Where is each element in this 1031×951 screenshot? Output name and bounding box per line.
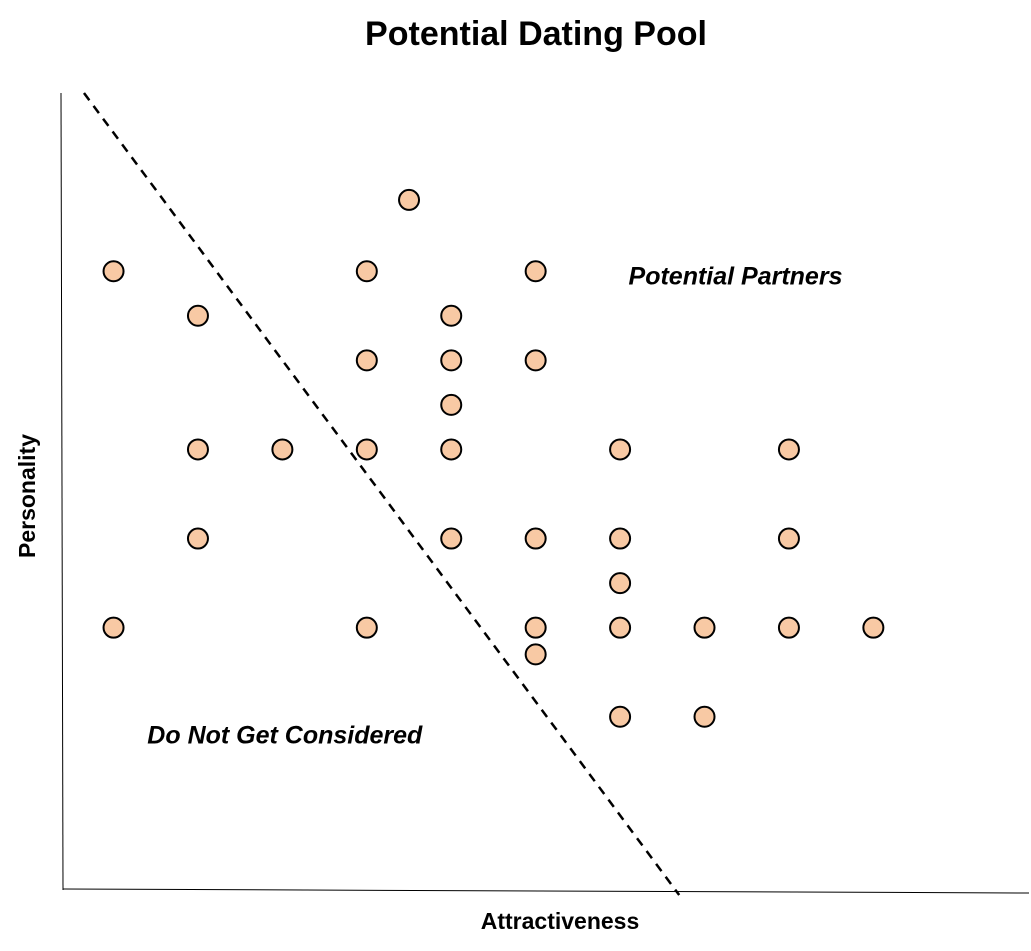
data-point-3	[355, 260, 378, 283]
y-axis-label: Personality	[14, 434, 40, 558]
data-point-31	[609, 705, 632, 728]
data-point-10	[440, 393, 463, 416]
data-point-6	[440, 304, 463, 327]
data-point-15	[609, 438, 632, 461]
data-point-1	[398, 188, 421, 211]
data-point-13	[355, 438, 378, 461]
data-point-32	[693, 705, 716, 728]
data-point-11	[186, 438, 209, 461]
data-point-23	[102, 616, 125, 639]
data-point-24	[355, 616, 378, 639]
data-point-28	[777, 616, 800, 639]
data-point-9	[524, 349, 547, 372]
data-point-30	[524, 643, 547, 666]
data-point-27	[693, 616, 716, 639]
data-point-26	[609, 616, 632, 639]
data-point-16	[777, 438, 800, 461]
data-point-5	[186, 304, 209, 327]
x-axis-line	[62, 888, 1030, 894]
divider-dashed-line	[82, 92, 681, 896]
chart-title: Potential Dating Pool	[365, 15, 707, 53]
y-axis-line	[60, 92, 64, 891]
data-points	[102, 188, 885, 728]
data-point-7	[355, 349, 378, 372]
data-point-20	[609, 527, 632, 550]
data-point-19	[524, 527, 547, 550]
data-point-25	[524, 616, 547, 639]
data-point-4	[524, 260, 547, 283]
data-point-12	[271, 438, 294, 461]
annotation-do-not-get-considered: Do Not Get Considered	[147, 722, 423, 750]
data-point-2	[102, 260, 125, 283]
x-axis-label: Attractiveness	[481, 908, 640, 934]
data-point-17	[186, 527, 209, 550]
data-point-29	[862, 616, 885, 639]
data-point-22	[609, 572, 632, 595]
data-point-8	[440, 349, 463, 372]
annotation-potential-partners: Potential Partners	[629, 263, 843, 291]
data-point-14	[440, 438, 463, 461]
data-point-21	[777, 527, 800, 550]
data-point-18	[440, 527, 463, 550]
